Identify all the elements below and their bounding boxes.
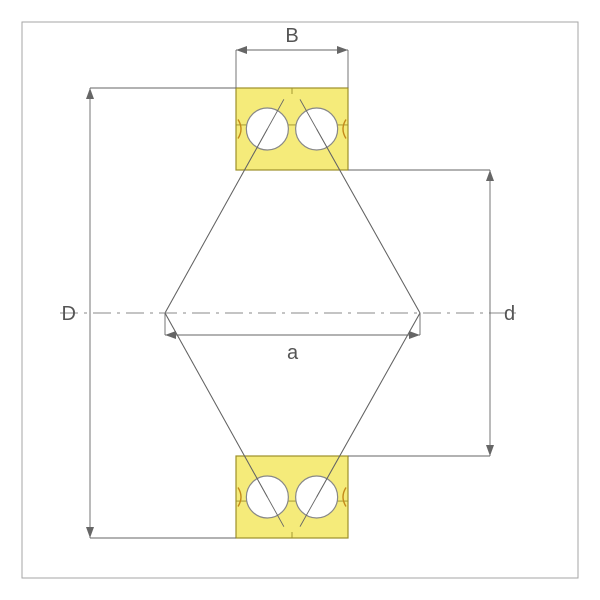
contact-ext [165, 99, 284, 313]
arrowhead [236, 46, 247, 54]
contact-ext [300, 313, 420, 527]
arrowhead [165, 331, 176, 339]
dim-label-a: a [287, 342, 299, 364]
arrowhead [337, 46, 348, 54]
bearing-bottom [236, 456, 348, 538]
dim-label-d: d [504, 303, 515, 325]
arrowhead [86, 527, 94, 538]
bearing-top [236, 88, 348, 170]
arrowhead [486, 170, 494, 181]
arrowhead [409, 331, 420, 339]
dim-label-d: D [62, 303, 76, 325]
contact-ext [165, 313, 284, 527]
arrowhead [86, 88, 94, 99]
contact-ext [300, 99, 420, 313]
arrowhead [486, 445, 494, 456]
dim-label-b: B [285, 25, 298, 47]
